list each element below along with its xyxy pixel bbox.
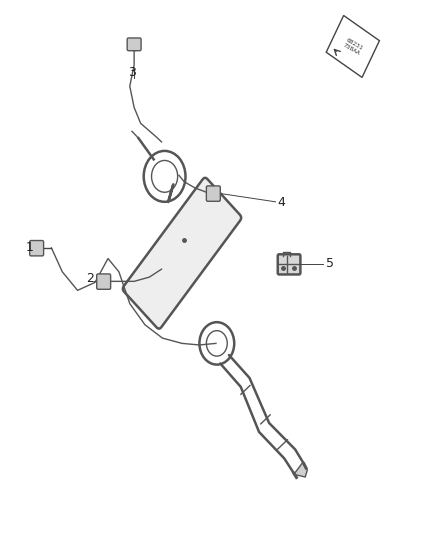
FancyBboxPatch shape bbox=[127, 38, 141, 51]
Text: 2: 2 bbox=[86, 272, 94, 285]
FancyBboxPatch shape bbox=[123, 178, 241, 329]
Text: 3: 3 bbox=[128, 66, 136, 79]
Text: 4: 4 bbox=[278, 196, 286, 208]
Text: 5: 5 bbox=[325, 256, 334, 270]
FancyBboxPatch shape bbox=[206, 186, 220, 201]
Polygon shape bbox=[294, 463, 307, 477]
FancyBboxPatch shape bbox=[326, 15, 379, 77]
FancyBboxPatch shape bbox=[30, 240, 44, 256]
Text: 68231
738AA: 68231 738AA bbox=[342, 37, 364, 56]
Text: 1: 1 bbox=[25, 240, 33, 254]
FancyBboxPatch shape bbox=[97, 274, 111, 289]
FancyBboxPatch shape bbox=[278, 254, 300, 274]
